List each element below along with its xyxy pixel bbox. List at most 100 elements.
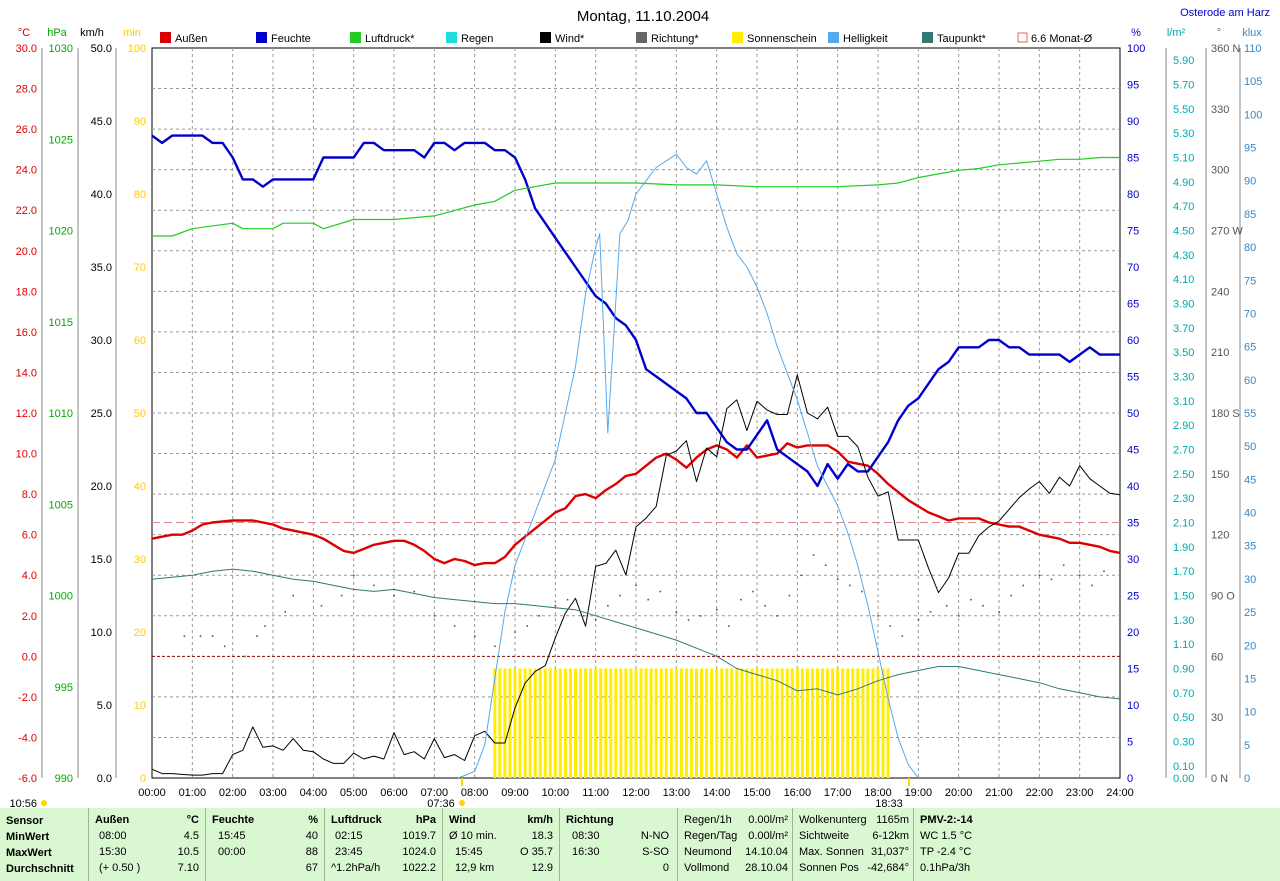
rain-tick-label: 4.50 [1173, 226, 1194, 238]
sunshine-bar [649, 668, 653, 778]
stats-label-avg: Durchschnitt [6, 863, 74, 875]
direction-point [687, 619, 690, 621]
rain-tick-label: 3.90 [1173, 299, 1194, 311]
stats-col-rain: Regen/1h 0.00l/m² Regen/Tag 0.00l/m² Neu… [678, 808, 793, 881]
unit-temp: °C [18, 27, 30, 39]
aussen-max-value: 10.5 [177, 846, 199, 858]
humidity-tick-label: 55 [1127, 372, 1139, 384]
pmv-tp: TP -2.4 °C [920, 846, 972, 858]
direction-point [607, 604, 609, 607]
legend-label: Sonnenschein [747, 33, 817, 45]
legend-swatch [1017, 32, 1028, 43]
stats-unit-aussen: °C [186, 814, 199, 826]
sunshine-bar [705, 668, 709, 778]
sunshine-bar [841, 668, 845, 778]
wind-tick-label: 45.0 [91, 116, 112, 128]
wind-tick-label: 50.0 [91, 43, 112, 55]
rain-tick-label: 0.50 [1173, 712, 1194, 724]
dir-min-value: N-NO [640, 830, 669, 842]
direction-point [1050, 578, 1053, 581]
x-tick-label: 18:00 [864, 787, 892, 799]
grid [151, 47, 1121, 779]
min-tick-label: 50 [134, 408, 146, 420]
sunshine-bar [538, 668, 542, 778]
humidity-tick-label: 95 [1127, 80, 1139, 92]
aussen-min-time: 08:00 [99, 830, 127, 842]
light-tick-label: 30 [1244, 574, 1256, 586]
light-tick-label: 15 [1244, 673, 1256, 685]
weather-chart: Montag, 11.10.2004 Osterode am Harz °C h… [9, 7, 1270, 808]
direction-point [284, 611, 286, 613]
rain-tick-label: 3.10 [1173, 396, 1194, 408]
sun-pos-value: -42,684° [867, 862, 909, 874]
rain-day-value: 0.00l/m² [748, 830, 788, 842]
sunshine-bar [730, 668, 734, 778]
x-tick-label: 10:00 [542, 787, 570, 799]
temp-tick-label: 24.0 [16, 165, 37, 177]
direction-point [1091, 584, 1093, 587]
wind-tick-label: 15.0 [91, 554, 112, 566]
direction-tick-label: 360 N [1211, 43, 1240, 55]
light-tick-label: 55 [1244, 408, 1256, 420]
newmoon-value: 14.10.04 [745, 846, 788, 858]
humidity-tick-label: 5 [1127, 737, 1133, 749]
min-tick-label: 70 [134, 262, 146, 274]
legend-label: Wind* [555, 33, 585, 45]
light-tick-label: 95 [1244, 143, 1256, 155]
direction-point [675, 611, 678, 613]
sunshine-bar [599, 668, 603, 778]
pmv-header: PMV-2:-14 [920, 814, 973, 826]
sun-icon [41, 800, 47, 806]
stats-col-sensor: Sensor MinWert MaxWert Durchschnitt [0, 808, 89, 881]
cloudbase-value: 1165m [876, 814, 909, 826]
sunshine-bar [871, 668, 875, 778]
feuchte-max-value: 88 [305, 846, 318, 858]
feuchte-min-time: 15:45 [218, 830, 246, 842]
light-tick-label: 60 [1244, 375, 1256, 387]
x-tick-label: 11:00 [582, 787, 609, 799]
x-tick-label: 03:00 [259, 787, 287, 799]
sunshine-bar [805, 668, 809, 778]
sunshine-bar [826, 668, 830, 778]
direction-point [223, 645, 226, 648]
sunshine-bar [745, 668, 749, 778]
stats-header-sensor: Sensor [6, 815, 44, 827]
stats-col-aussen: Außen °C 08:00 4.5 15:30 10.5 (+ 0.50 ) … [89, 808, 206, 881]
sunshine-bar [634, 668, 638, 778]
rain-tick-label: 2.50 [1173, 469, 1194, 481]
temp-tick-label: 2.0 [22, 611, 37, 623]
fullmoon-label: Vollmond [684, 862, 730, 874]
rain-tick-label: 5.30 [1173, 128, 1194, 140]
sunshine-bar [669, 668, 673, 778]
humidity-tick-label: 25 [1127, 591, 1139, 603]
pmv-trend: 0.1hPa/3h [920, 862, 971, 874]
sunshine-bar [589, 668, 593, 778]
sunshine-bar [674, 668, 678, 778]
rain-tick-label: 4.70 [1173, 201, 1194, 213]
rain-tick-label: 0.90 [1173, 664, 1194, 676]
legend: Außen Feuchte Luftdruck* Regen Wind* Richtung… [160, 32, 1093, 45]
sunshine-bar [710, 668, 714, 778]
sun-max-label: Max. Sonnen [799, 846, 864, 858]
x-tick-label: 02:00 [219, 787, 247, 799]
sunset-label: 18:33 [875, 798, 903, 808]
stats-col-pmv: PMV-2:-14 WC 1.5 °C TP -2.4 °C 0.1hPa/3h [914, 808, 1280, 881]
direction-point [373, 584, 375, 587]
direction-tick-label: 210 [1211, 347, 1229, 359]
direction-point [393, 594, 395, 597]
legend-label: Helligkeit [843, 33, 888, 45]
temp-tick-label: -4.0 [18, 732, 37, 744]
unit-humidity: % [1131, 27, 1141, 39]
legend-label: Regen [461, 33, 493, 45]
humidity-tick-label: 70 [1127, 262, 1139, 274]
temp-tick-label: 14.0 [16, 367, 37, 379]
aussen-min-value: 4.5 [183, 830, 199, 842]
temp-tick-label: 30.0 [16, 43, 37, 55]
direction-point [526, 625, 528, 627]
rain-tick-label: 0.00 [1173, 773, 1194, 785]
direction-point [453, 625, 456, 627]
direction-point [1038, 574, 1041, 577]
humidity-tick-label: 60 [1127, 335, 1139, 347]
direction-point [824, 564, 827, 566]
humidity-tick-label: 0 [1127, 773, 1133, 785]
